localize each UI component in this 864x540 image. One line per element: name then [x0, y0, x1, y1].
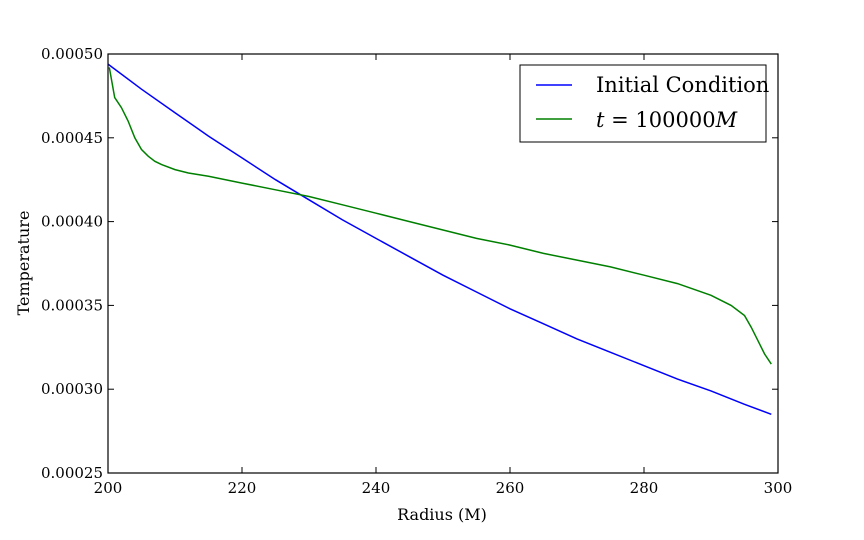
- y-axis-ticks: 0.00025 0.00030 0.00035 0.00040 0.00045 0.000…: [41, 45, 778, 482]
- y-tick-label: 0.00035: [41, 296, 103, 314]
- legend-box: [519, 64, 767, 143]
- x-tick-label: 220: [228, 479, 257, 497]
- legend-label-initial-condition: Initial Condition: [596, 73, 769, 97]
- y-axis-label: Temperature: [14, 211, 33, 316]
- legend-label-value: 100000: [635, 108, 715, 132]
- legend-label-equals: =: [604, 108, 635, 132]
- y-tick-label: 0.00030: [41, 380, 103, 398]
- x-tick-label: 240: [362, 479, 391, 497]
- y-tick-label: 0.00050: [41, 45, 103, 63]
- series-line-0: [107, 63, 772, 416]
- x-tick-label: 300: [764, 479, 793, 497]
- plot-lines: [107, 63, 772, 416]
- y-tick-label: 0.00040: [41, 213, 103, 231]
- y-tick-label: 0.00045: [41, 129, 103, 147]
- legend: Initial Condition t = 100000M: [519, 64, 769, 143]
- legend-label-t-symbol: t: [596, 108, 605, 132]
- plot-frame: [107, 53, 779, 474]
- x-tick-label: 280: [630, 479, 659, 497]
- x-tick-label: 200: [94, 479, 123, 497]
- legend-label-unit: M: [715, 108, 738, 132]
- series-line-1: [108, 67, 772, 365]
- y-tick-label: 0.00025: [41, 464, 103, 482]
- x-tick-label: 260: [496, 479, 525, 497]
- legend-label-t-100000m: t = 100000M: [596, 108, 738, 132]
- x-axis-ticks: 200 220 240 260 280 300: [94, 54, 793, 497]
- x-axis-label: Radius (M): [397, 505, 487, 524]
